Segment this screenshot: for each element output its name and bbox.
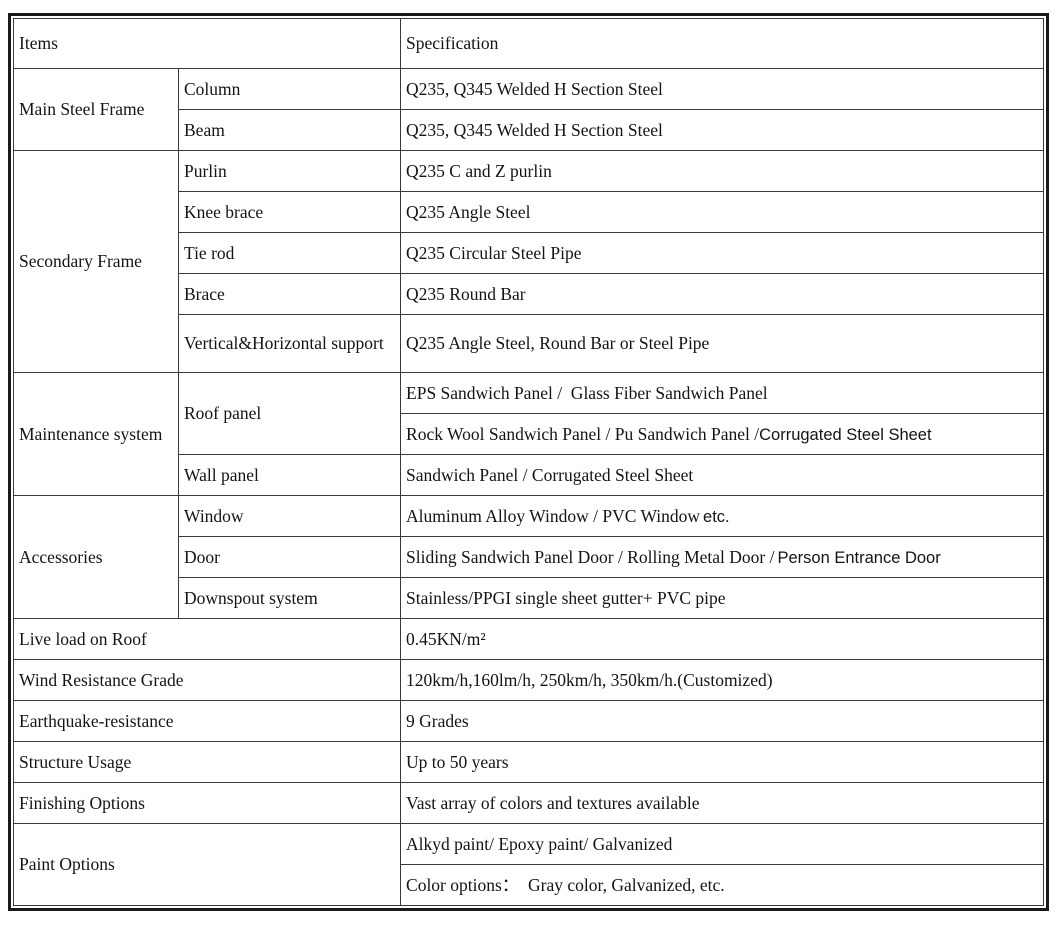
spec-text-sans: etc. — [703, 507, 730, 526]
table-row: Accessories Window Aluminum Alloy Window… — [13, 495, 1044, 619]
spec-cell-downspout-system: Stainless/PPGI single sheet gutter+ PVC … — [400, 577, 1044, 619]
table-row: Door Sliding Sandwich Panel Door / Rolli… — [14, 536, 1044, 578]
table-row: Vertical&Horizontal support Q235 Angle S… — [14, 314, 1044, 373]
item-cell-knee-brace: Knee brace — [177, 191, 402, 233]
spec-cell-purlin: Q235 C and Z purlin — [400, 150, 1044, 192]
spec-cell-column: Q235, Q345 Welded H Section Steel — [400, 68, 1044, 110]
spec-text-sans: Person Entrance Door — [777, 548, 941, 567]
table-row: Finishing Options Vast array of colors a… — [12, 782, 1044, 824]
spec-cell-paint-1: Alkyd paint/ Epoxy paint/ Galvanized — [400, 823, 1044, 865]
specification-header-cell: Specification — [400, 18, 1044, 69]
item-cell-tie-rod: Tie rod — [177, 232, 402, 274]
item-cell-beam: Beam — [177, 109, 402, 151]
item-cell-brace: Brace — [177, 273, 402, 315]
table-row: Downspout system Stainless/PPGI single s… — [14, 577, 1044, 619]
spec-text-serif: Rock Wool Sandwich Panel / Pu Sandwich P… — [406, 423, 760, 444]
table-row: Structure Usage Up to 50 years — [12, 741, 1044, 783]
table-row: Wind Resistance Grade 120km/h,160lm/h, 2… — [12, 659, 1044, 701]
spec-cell-knee-brace: Q235 Angle Steel — [400, 191, 1044, 233]
spec-text-serif: Sliding Sandwich Panel Door / Rolling Me… — [406, 546, 775, 567]
spec-table-frame: Items Specification Main Steel Frame Col… — [8, 13, 1049, 911]
table-row: Rock Wool Sandwich Panel / Pu Sandwich P… — [14, 413, 1044, 455]
item-cell-live-load: Live load on Roof — [12, 618, 402, 660]
item-cell-earthquake-resistance: Earthquake-resistance — [12, 700, 402, 742]
spec-cell-paint-2: Color options： Gray color, Galvanized, e… — [400, 864, 1044, 906]
table-row: Wall panel Sandwich Panel / Corrugated S… — [14, 454, 1044, 496]
group-cell-accessories: Accessories — [13, 495, 179, 619]
item-cell-purlin: Purlin — [177, 150, 402, 192]
spec-cell-beam: Q235, Q345 Welded H Section Steel — [400, 109, 1044, 151]
spec-cell-door: Sliding Sandwich Panel Door / Rolling Me… — [400, 536, 1044, 578]
item-cell-roof-panel: Roof panel — [177, 372, 402, 455]
spec-cell-structure-usage: Up to 50 years — [400, 741, 1044, 783]
spec-cell-brace: Q235 Round Bar — [400, 273, 1044, 315]
item-cell-vertical-horizontal-support: Vertical&Horizontal support — [177, 314, 402, 373]
table-row: Beam Q235, Q345 Welded H Section Steel — [14, 109, 1044, 151]
spec-cell-tie-rod: Q235 Circular Steel Pipe — [400, 232, 1044, 274]
group-cell-maintenance-system: Maintenance system — [13, 372, 179, 496]
spec-table: Items Specification Main Steel Frame Col… — [12, 18, 1044, 906]
table-row: Earthquake-resistance 9 Grades — [12, 700, 1044, 742]
group-cell-secondary-frame: Secondary Frame — [13, 150, 179, 373]
spec-cell-vertical-horizontal-support: Q235 Angle Steel, Round Bar or Steel Pip… — [400, 314, 1044, 373]
spec-cell-roof-panel-1: EPS Sandwich Panel / Glass Fiber Sandwic… — [400, 372, 1044, 414]
spec-cell-wall-panel: Sandwich Panel / Corrugated Steel Sheet — [400, 454, 1044, 496]
item-cell-structure-usage: Structure Usage — [12, 741, 402, 783]
spec-cell-window: Aluminum Alloy Window / PVC Window etc. — [400, 495, 1044, 537]
spec-cell-live-load: 0.45KN/m² — [400, 618, 1044, 660]
table-row: Brace Q235 Round Bar — [14, 273, 1044, 315]
table-row: Color options： Gray color, Galvanized, e… — [14, 864, 1044, 906]
spec-text-serif: Aluminum Alloy Window / PVC Window — [406, 505, 701, 526]
item-cell-downspout-system: Downspout system — [177, 577, 402, 619]
item-cell-wall-panel: Wall panel — [177, 454, 402, 496]
item-cell-column: Column — [177, 68, 402, 110]
group-cell-main-steel-frame: Main Steel Frame — [13, 68, 179, 151]
item-cell-window: Window — [177, 495, 402, 537]
table-row: Paint Options Alkyd paint/ Epoxy paint/ … — [12, 823, 1044, 906]
table-row: Secondary Frame Purlin Q235 C and Z purl… — [13, 150, 1044, 373]
item-cell-finishing-options: Finishing Options — [12, 782, 402, 824]
spec-text-sans: Corrugated Steel Sheet — [759, 425, 932, 444]
spec-cell-wind-resistance: 120km/h,160lm/h, 250km/h, 350km/h.(Custo… — [400, 659, 1044, 701]
items-header-cell: Items — [12, 18, 402, 69]
item-cell-wind-resistance: Wind Resistance Grade — [12, 659, 402, 701]
table-row: Live load on Roof 0.45KN/m² — [12, 618, 1044, 660]
table-row: Main Steel Frame Column Q235, Q345 Welde… — [13, 68, 1044, 151]
spec-cell-roof-panel-2: Rock Wool Sandwich Panel / Pu Sandwich P… — [400, 413, 1044, 455]
item-cell-door: Door — [177, 536, 402, 578]
spec-cell-earthquake-resistance: 9 Grades — [400, 700, 1044, 742]
table-row: Maintenance system Roof panel EPS Sandwi… — [13, 372, 1044, 496]
spec-cell-finishing-options: Vast array of colors and textures availa… — [400, 782, 1044, 824]
header-row: Items Specification — [12, 18, 1044, 69]
table-row: Tie rod Q235 Circular Steel Pipe — [14, 232, 1044, 274]
group-cell-paint-options: Paint Options — [12, 823, 402, 906]
